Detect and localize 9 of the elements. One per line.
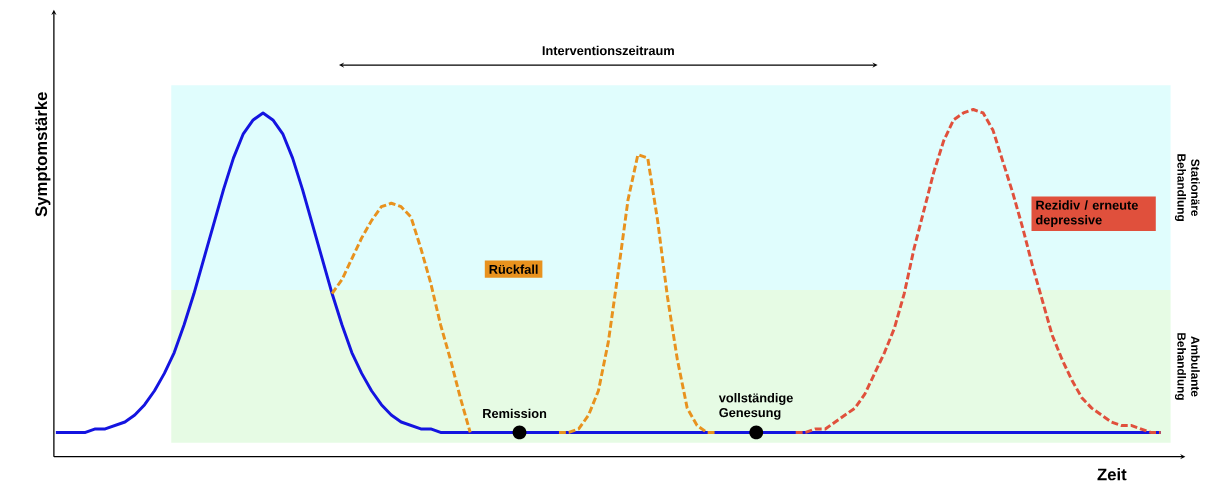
text: Rückfall xyxy=(489,264,538,274)
text: Interventionszeitraum xyxy=(542,45,674,56)
annotation: vollständige Genesung xyxy=(718,392,793,420)
x-axis-title: Zeit xyxy=(1097,467,1127,481)
band-label: Ambulante Behandlung xyxy=(1174,333,1200,400)
series-label: Rezidiv / erneute depressive xyxy=(1035,200,1138,227)
y-axis-title: Symptomstärke xyxy=(34,92,51,217)
band-label: Stationäre Behandlung xyxy=(1174,154,1200,221)
annotation: Remission xyxy=(483,408,547,418)
